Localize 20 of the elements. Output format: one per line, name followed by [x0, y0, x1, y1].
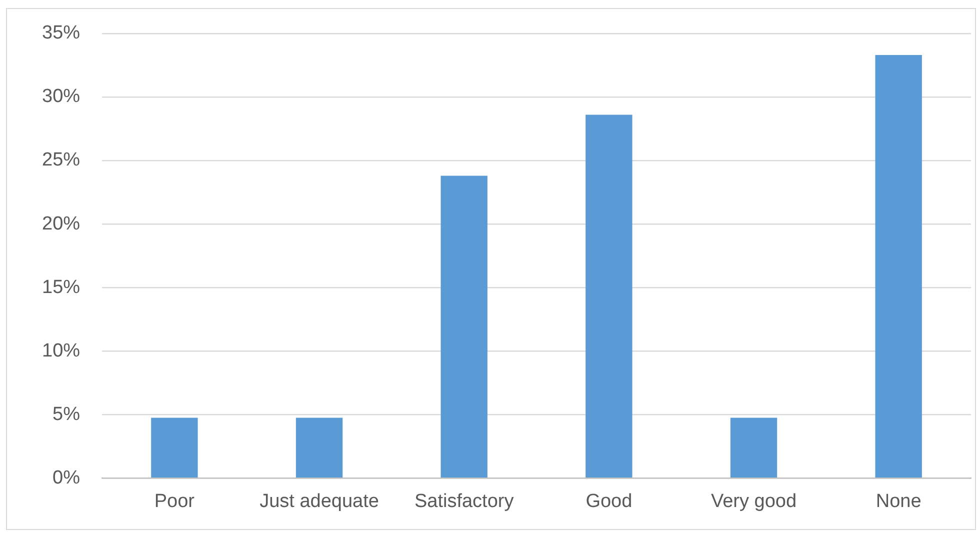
y-tick-label: 15% — [42, 276, 80, 298]
bar — [875, 55, 922, 478]
y-tick-label: 30% — [42, 86, 80, 108]
x-tick-label: Very good — [710, 490, 797, 512]
x-tick-label: Good — [586, 490, 632, 512]
y-tick-label: 25% — [42, 150, 80, 171]
y-tick-label: 20% — [42, 213, 80, 234]
x-tick-label: Poor — [154, 490, 196, 512]
bar — [730, 418, 778, 478]
y-tick-label: 0% — [52, 467, 80, 488]
y-tick-label: 35% — [42, 22, 80, 44]
x-tick-label: None — [876, 490, 922, 512]
bar — [586, 114, 632, 478]
bar — [440, 176, 488, 478]
y-tick-label: 5% — [52, 404, 80, 425]
bar — [151, 418, 198, 478]
y-tick-label: 10% — [42, 340, 80, 362]
x-tick-label: Satisfactory — [414, 490, 514, 512]
x-tick-label: Just adequate — [260, 490, 379, 512]
bar — [296, 418, 343, 478]
